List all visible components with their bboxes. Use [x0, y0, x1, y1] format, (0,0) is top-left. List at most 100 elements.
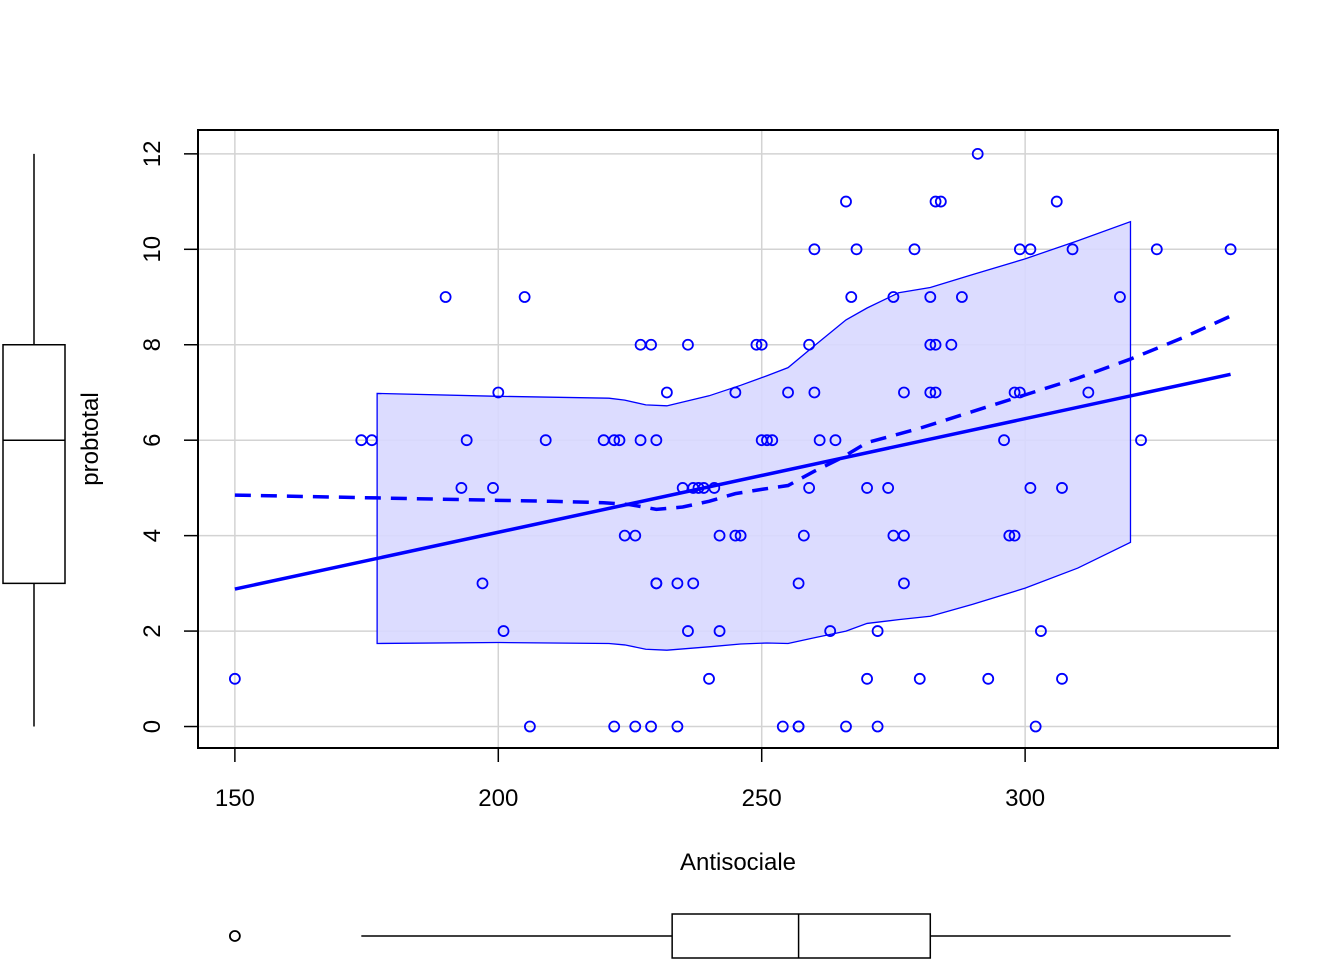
- data-point: [671, 577, 684, 590]
- y-marginal-boxplot: [2, 153, 66, 727]
- x-tick-label: 200: [478, 785, 518, 812]
- data-point: [713, 625, 726, 637]
- data-point: [908, 243, 921, 256]
- data-point: [703, 672, 715, 685]
- fit-lines: [234, 314, 1232, 591]
- data-point: [1008, 386, 1021, 399]
- data-point: [924, 386, 937, 399]
- y-tick-label: 4: [139, 529, 166, 542]
- data-point: [1082, 386, 1095, 399]
- data-point: [1029, 720, 1042, 733]
- data-point: [455, 482, 468, 494]
- y-tick-label: 12: [139, 141, 166, 168]
- data-point: [629, 720, 642, 733]
- data-point: [650, 434, 663, 447]
- data-point: [898, 386, 910, 399]
- data-point: [861, 672, 873, 685]
- data-point: [1150, 243, 1163, 256]
- data-point: [692, 482, 705, 494]
- y-tick-label: 0: [139, 720, 166, 733]
- data-point: [898, 577, 910, 590]
- data-point: [634, 434, 647, 447]
- x-boxplot-outlier: [228, 930, 241, 942]
- data-point: [1024, 482, 1037, 494]
- data-point: [750, 338, 763, 351]
- data-point: [929, 386, 942, 399]
- data-point: [608, 720, 621, 733]
- data-point: [766, 434, 779, 447]
- data-point: [713, 529, 726, 542]
- data-point: [871, 720, 884, 733]
- data-point: [1135, 434, 1147, 447]
- data-point: [1224, 243, 1237, 256]
- y-axis-label: probtotal: [77, 392, 104, 485]
- data-point: [971, 147, 984, 160]
- data-point: [755, 338, 768, 351]
- x-axis: 150 200 250 300: [215, 747, 1045, 812]
- data-point: [882, 482, 895, 494]
- data-point: [524, 720, 536, 733]
- x-marginal-boxplot: [228, 913, 1231, 959]
- x-tick-label: 300: [1005, 785, 1045, 812]
- data-point: [934, 195, 947, 208]
- data-point: [608, 434, 621, 447]
- data-point: [729, 529, 742, 542]
- data-point: [1050, 195, 1063, 208]
- y-tick-label: 2: [139, 624, 166, 637]
- data-points: [228, 147, 1237, 733]
- y-axis: 0 2 4 6 8 10 12: [139, 141, 199, 733]
- data-point: [792, 577, 805, 590]
- data-point: [487, 482, 499, 494]
- y-tick-label: 10: [139, 236, 166, 263]
- regression-line: [234, 372, 1231, 591]
- data-point: [803, 482, 816, 494]
- data-point: [998, 434, 1010, 447]
- data-point: [539, 434, 552, 447]
- data-point: [840, 720, 852, 733]
- confidence-band-area: [376, 220, 1132, 651]
- data-point: [1066, 243, 1079, 256]
- data-point: [1008, 529, 1021, 542]
- data-point: [1013, 386, 1026, 399]
- data-point: [824, 625, 837, 637]
- data-point: [650, 577, 663, 590]
- data-point: [1003, 529, 1016, 542]
- data-point: [887, 291, 900, 303]
- data-point: [645, 338, 657, 351]
- data-point: [808, 386, 821, 399]
- data-point: [518, 291, 531, 303]
- data-point: [982, 672, 995, 685]
- data-point: [945, 338, 958, 351]
- data-point: [861, 482, 873, 494]
- x-tick-label: 150: [215, 785, 255, 812]
- data-point: [808, 243, 821, 256]
- data-point: [845, 291, 858, 303]
- data-point: [850, 243, 863, 256]
- data-point: [660, 386, 673, 399]
- data-point: [613, 434, 626, 447]
- data-point: [365, 434, 378, 447]
- data-point: [1035, 625, 1047, 637]
- data-point: [813, 434, 826, 447]
- data-point: [829, 434, 842, 447]
- data-point: [645, 720, 657, 733]
- confidence-band: [376, 220, 1132, 651]
- data-point: [792, 720, 805, 733]
- x-axis-label: Antisociale: [680, 849, 796, 876]
- y-tick-label: 8: [139, 338, 166, 351]
- data-point: [776, 720, 789, 733]
- data-point: [924, 291, 937, 303]
- smooth-line: [234, 314, 1232, 512]
- data-point: [929, 338, 942, 351]
- data-point: [629, 529, 642, 542]
- data-point: [871, 625, 884, 637]
- data-point: [439, 291, 452, 303]
- data-point: [671, 720, 684, 733]
- x-tick-label: 250: [742, 785, 782, 812]
- y-tick-label: 6: [139, 434, 166, 447]
- data-point: [460, 434, 473, 447]
- data-point: [782, 386, 794, 399]
- data-point: [803, 338, 816, 351]
- data-point: [1024, 243, 1037, 256]
